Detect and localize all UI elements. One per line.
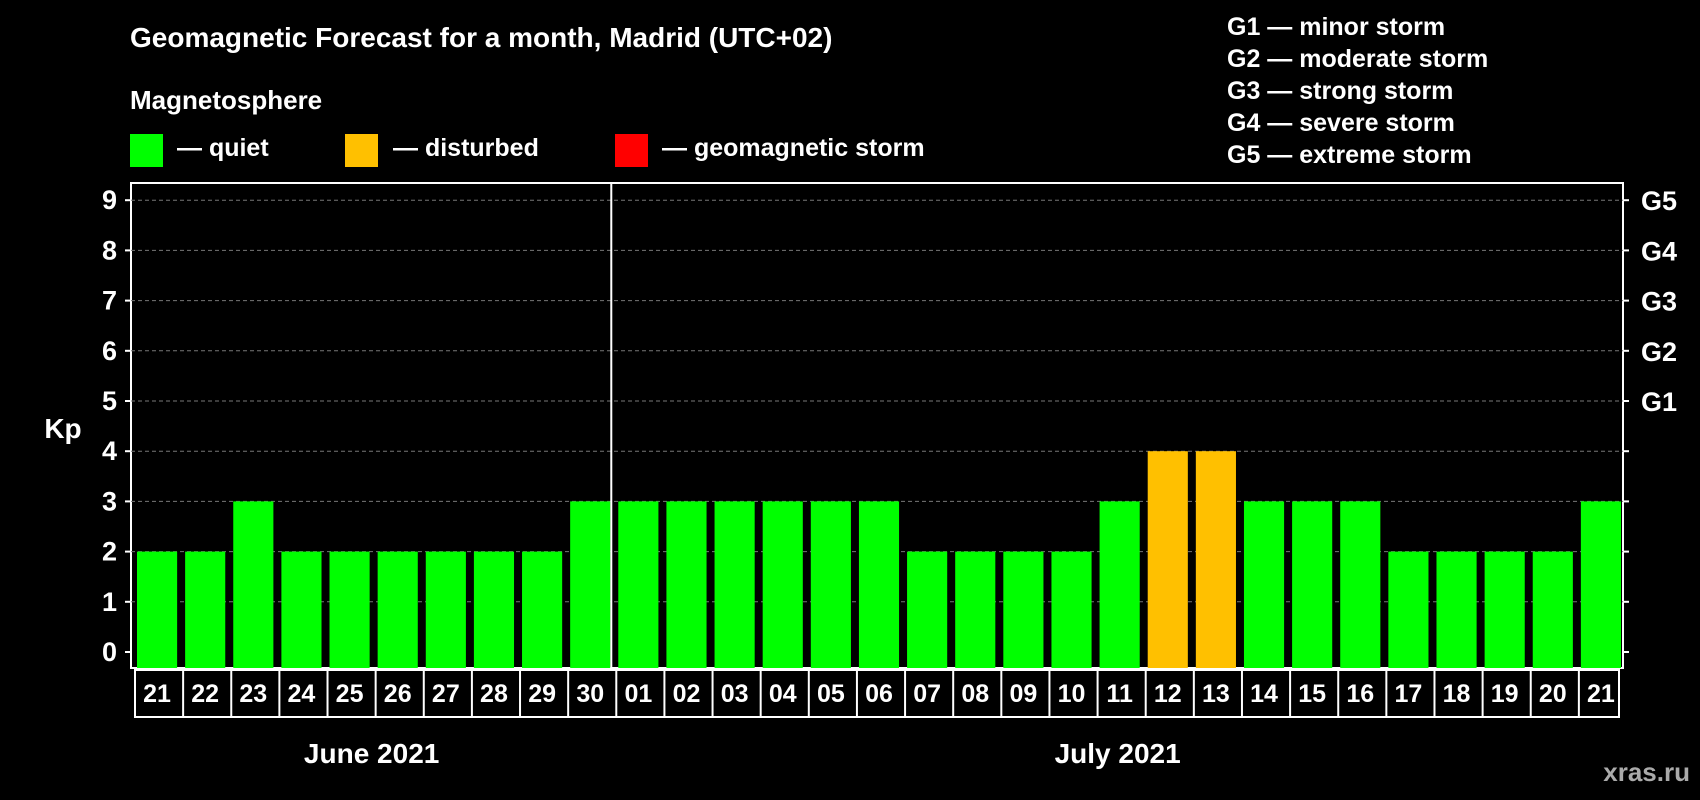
- x-tick-label: 05: [817, 680, 845, 708]
- bar: [1099, 501, 1140, 668]
- x-tick-label: 08: [961, 680, 989, 708]
- x-tick-label: 30: [576, 680, 604, 708]
- month-label: July 2021: [1055, 738, 1181, 769]
- legend-heading: Magnetosphere: [130, 85, 323, 115]
- x-tick-label: 20: [1539, 680, 1567, 708]
- bar: [907, 551, 948, 668]
- right-axis-label: G2: [1641, 337, 1677, 367]
- x-tick-label: 09: [1009, 680, 1037, 708]
- right-axis-label: G3: [1641, 287, 1677, 317]
- bar: [714, 501, 755, 668]
- bar: [329, 551, 370, 668]
- bar: [522, 551, 563, 668]
- bar: [1292, 501, 1333, 668]
- bar: [810, 501, 851, 668]
- bar: [618, 501, 659, 668]
- x-tick-label: 21: [143, 680, 171, 708]
- y-tick-label: 4: [102, 436, 117, 466]
- bar: [425, 551, 466, 668]
- bar: [570, 501, 611, 668]
- bar: [377, 551, 418, 668]
- y-axis-label: Kp: [44, 413, 81, 444]
- x-tick-label: 06: [865, 680, 893, 708]
- y-tick-label: 8: [102, 235, 117, 265]
- bar: [666, 501, 707, 668]
- right-axis-label: G1: [1641, 387, 1677, 417]
- watermark: xras.ru: [1603, 757, 1690, 787]
- y-tick-label: 0: [102, 637, 117, 667]
- x-tick-label: 27: [432, 680, 460, 708]
- legend-label-storm: — geomagnetic storm: [662, 134, 925, 162]
- month-label: June 2021: [304, 738, 439, 769]
- bar: [1003, 551, 1044, 668]
- x-tick-label: 21: [1587, 680, 1615, 708]
- legend-swatch-storm: [615, 134, 648, 167]
- x-tick-label: 07: [913, 680, 941, 708]
- x-tick-label: 11: [1106, 680, 1133, 708]
- x-tick-label: 24: [288, 680, 316, 708]
- x-tick-label: 10: [1058, 680, 1086, 708]
- storm-level-g5: G5 — extreme storm: [1227, 141, 1472, 169]
- bar: [955, 551, 996, 668]
- bar: [1388, 551, 1429, 668]
- x-tick-label: 23: [239, 680, 267, 708]
- storm-level-g4: G4 — severe storm: [1227, 109, 1455, 137]
- x-tick-label: 19: [1491, 680, 1519, 708]
- bar: [1147, 451, 1188, 668]
- x-tick-label: 14: [1250, 680, 1278, 708]
- storm-level-g3: G3 — strong storm: [1227, 77, 1454, 105]
- bar: [1532, 551, 1573, 668]
- x-tick-label: 26: [384, 680, 412, 708]
- x-tick-label: 28: [480, 680, 508, 708]
- x-tick-label: 22: [191, 680, 219, 708]
- x-tick-label: 13: [1202, 680, 1230, 708]
- x-tick-label: 01: [624, 680, 652, 708]
- y-tick-label: 7: [102, 286, 117, 316]
- legend-label-disturbed: — disturbed: [393, 134, 539, 162]
- y-tick-label: 2: [102, 537, 117, 567]
- bar: [1195, 451, 1236, 668]
- right-axis-label: G5: [1641, 186, 1677, 216]
- right-axis-label: G4: [1641, 236, 1677, 266]
- bar: [233, 501, 274, 668]
- bar: [473, 551, 515, 668]
- x-tick-label: 12: [1154, 680, 1182, 708]
- storm-level-g2: G2 — moderate storm: [1227, 45, 1489, 73]
- bar: [1484, 551, 1525, 668]
- storm-level-g1: G1 — minor storm: [1227, 13, 1446, 41]
- legend-label-quiet: — quiet: [177, 134, 269, 162]
- y-tick-label: 9: [102, 185, 117, 215]
- day-label-row: [134, 669, 1620, 718]
- bar: [1340, 501, 1381, 668]
- x-tick-label: 29: [528, 680, 556, 708]
- bar: [185, 551, 226, 668]
- x-tick-label: 03: [721, 680, 749, 708]
- y-tick-label: 1: [102, 587, 117, 617]
- x-tick-label: 25: [336, 680, 364, 708]
- x-tick-label: 16: [1346, 680, 1374, 708]
- x-tick-label: 18: [1443, 680, 1471, 708]
- x-tick-label: 15: [1298, 680, 1326, 708]
- x-tick-label: 17: [1395, 680, 1423, 708]
- x-tick-label: 04: [769, 680, 797, 708]
- bar: [281, 551, 322, 668]
- bar: [1436, 551, 1477, 668]
- x-tick-label: 02: [673, 680, 701, 708]
- y-tick-label: 3: [102, 486, 117, 516]
- bar: [1580, 501, 1621, 668]
- bar: [762, 501, 803, 668]
- legend-swatch-quiet: [130, 134, 163, 167]
- bar: [137, 551, 178, 668]
- y-tick-label: 5: [102, 386, 117, 416]
- bar: [1051, 551, 1092, 668]
- chart-title: Geomagnetic Forecast for a month, Madrid…: [130, 22, 833, 53]
- bar: [1243, 501, 1285, 668]
- y-tick-label: 6: [102, 336, 117, 366]
- bar: [858, 501, 900, 668]
- legend-swatch-disturbed: [345, 134, 378, 167]
